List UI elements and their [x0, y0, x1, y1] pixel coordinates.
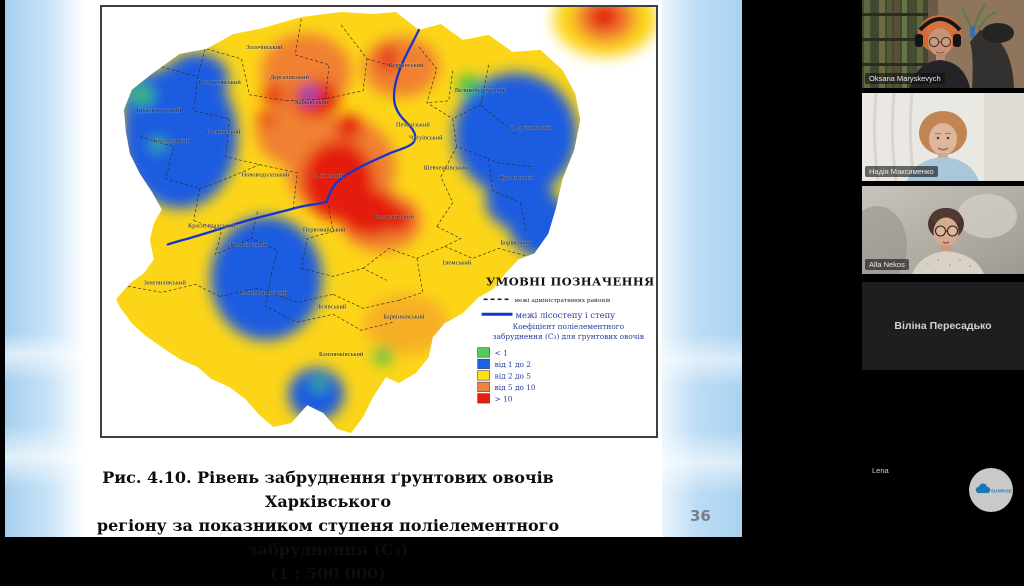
participant-name-label: Alla Nekos [865, 259, 909, 270]
participant-tile-nadiya[interactable]: Надія Максименко [862, 93, 1024, 181]
district-label: Великобурлуцький [455, 87, 507, 94]
participant-tile-lena[interactable]: Lena SUNRISE [862, 440, 1024, 537]
slide-right-decoration [662, 0, 742, 537]
district-label: Красноградський [188, 222, 236, 229]
district-label: Коломацький [154, 138, 191, 145]
participant-name-label: Lena [872, 466, 889, 475]
steppe-boundary-line [166, 28, 421, 246]
district-label: Барвінківський [383, 313, 425, 320]
map-corner-heat-patch [553, 7, 656, 57]
legend-title: УМОВНІ ПОЗНАЧЕННЯ [486, 274, 655, 288]
admin-border-label: межі адміністративних районів [515, 298, 611, 304]
district-label: Шевченківський [423, 165, 469, 172]
district-label: Краснокутський [137, 107, 182, 114]
district-label: Куп’янський [499, 175, 534, 182]
figure-caption: Рис. 4.10. Рівень забруднення ґрунтових … [58, 466, 598, 586]
district-label: Дергачівський [270, 74, 310, 81]
sunrise-logo: SUNRISE [969, 468, 1013, 512]
legend-swatch [477, 381, 490, 392]
slide-left-decoration [5, 0, 85, 537]
sunrise-logo-art: SUNRISE [975, 483, 1012, 494]
district-label: Кегичівський [230, 241, 267, 248]
district-label: Богодухівський [198, 79, 241, 86]
district-label: Сахновщинський [240, 289, 288, 296]
map-legend: УМОВНІ ПОЗНАЧЕННЯ межі адміністративних … [477, 274, 655, 404]
district-label: Лозівський [316, 303, 347, 310]
district-label: Золочівський [246, 44, 283, 51]
district-label: Валківський [207, 129, 241, 136]
district-label: Зачепилівський [144, 279, 187, 286]
logo-text: SUNRISE [991, 489, 1012, 494]
caption-line-2: регіону за показником ступеня поліелемен… [96, 516, 560, 559]
steppe-border-label: межі лісостепу і степу [516, 310, 616, 320]
participant-video [862, 0, 1024, 88]
legend-class-label: > 10 [495, 395, 513, 404]
district-label: Печенізький [396, 122, 430, 129]
legend-swatch [477, 347, 490, 358]
legend-swatch [477, 358, 490, 369]
water-bottle [970, 26, 975, 38]
caption-line-3: (1 : 500 000) [270, 564, 386, 583]
legend-class-label: від 2 до 5 [495, 372, 532, 381]
district-label: Чугуївський [409, 135, 443, 142]
district-label: Харківський [294, 99, 329, 106]
participant-name-label: Надія Максименко [865, 166, 938, 177]
legend-class-label: від 5 до 10 [495, 383, 536, 392]
shared-slide: Золочівський Богодухівський Краснокутський… [0, 0, 742, 583]
chair [970, 30, 1014, 88]
district-label: Борівський [500, 239, 531, 246]
map-heat-surface [115, 11, 581, 434]
district-label: Вовчанський [388, 62, 424, 69]
kharkiv-contamination-map: Золочівський Богодухівський Краснокутський… [115, 7, 656, 434]
district-label: Балаклійський [374, 214, 414, 221]
legend-swatch [477, 370, 490, 381]
participant-tile-oksana[interactable]: Oksana Maryskevych [862, 0, 1024, 88]
district-label: Дворічанський [510, 125, 551, 132]
district-label: Ізюмський [442, 259, 472, 266]
district-borders [127, 18, 531, 331]
legend-classes: < 1 від 1 до 2 від 2 до 5 від 5 до 10 > 10 [477, 347, 536, 404]
legend-coefficient-line2: забруднення (С₃) для ґрунтових овочів [493, 332, 644, 341]
participant-tile-vilina[interactable]: Віліна Пересадько [862, 282, 1024, 370]
caption-line-1: Рис. 4.10. Рівень забруднення ґрунтових … [102, 468, 554, 511]
district-label: Зміївський [313, 173, 343, 180]
district-labels: Золочівський Богодухівський Краснокутський… [136, 44, 551, 359]
legend-coefficient-line1: Коефіцієнт поліелементного [513, 322, 625, 331]
district-label: Близнюківський [319, 351, 364, 358]
avatar [912, 208, 984, 274]
left-letterbox [0, 0, 5, 537]
map-figure-box: Золочівський Богодухівський Краснокутський… [100, 5, 658, 438]
legend-swatch [477, 393, 490, 404]
page-number: 36 [690, 507, 711, 525]
participant-name-label: Віліна Пересадько [894, 320, 992, 332]
district-label: Нововодолазький [242, 172, 290, 179]
district-label: Первомайський [303, 226, 346, 233]
participant-tile-alla[interactable]: Alla Nekos [862, 186, 1024, 274]
legend-class-label: < 1 [495, 349, 508, 358]
legend-class-label: від 1 до 2 [495, 360, 531, 369]
cloud-icon [975, 483, 991, 494]
participant-video [862, 186, 1024, 274]
participant-name-label: Oksana Maryskevych [865, 73, 945, 84]
